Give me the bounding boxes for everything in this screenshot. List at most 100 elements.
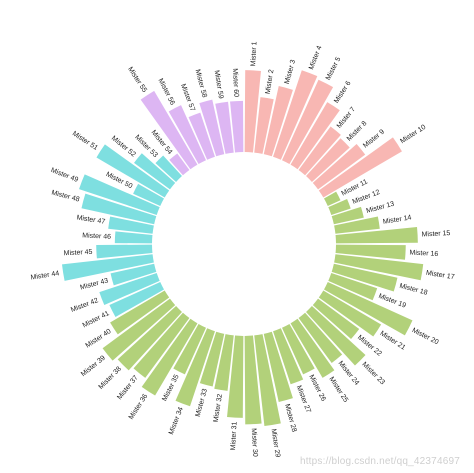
bar-label: Mister 25 — [328, 376, 350, 404]
bar-mister-22 — [312, 298, 360, 340]
bar-label: Mister 10 — [399, 124, 427, 146]
bar-label: Mister 49 — [50, 167, 79, 184]
bar-label: Mister 34 — [168, 406, 185, 435]
bar-mister-48 — [81, 193, 157, 225]
bar-mister-32 — [214, 334, 234, 391]
bar-mister-44 — [62, 254, 154, 281]
bar-mister-5 — [282, 79, 334, 165]
bar-mister-54 — [169, 153, 190, 176]
bar-label: Mister 59 — [213, 70, 224, 100]
bar-mister-2 — [254, 97, 274, 154]
bar-mister-56 — [168, 105, 206, 165]
bar-label: Mister 58 — [194, 69, 208, 99]
bar-label: Mister 39 — [80, 355, 107, 379]
bar-mister-10 — [318, 137, 402, 198]
bar-label: Mister 48 — [51, 189, 81, 203]
bar-label: Mister 44 — [30, 270, 60, 281]
bar-label: Mister 15 — [421, 230, 450, 239]
bar-mister-52 — [134, 153, 176, 190]
bar-mister-33 — [199, 331, 225, 387]
bar-mister-28 — [263, 331, 293, 402]
bar-label: Mister 32 — [213, 393, 224, 423]
bar-label: Mister 45 — [63, 249, 92, 258]
bar-label: Mister 14 — [382, 214, 412, 225]
bar-mister-38 — [117, 306, 182, 371]
bar-mister-25 — [290, 318, 335, 378]
bar-label: Mister 60 — [231, 68, 240, 97]
bar-label: Mister 41 — [82, 310, 111, 329]
bar-mister-53 — [155, 155, 182, 182]
bar-label: Mister 29 — [269, 428, 280, 458]
bar-mister-12 — [328, 198, 351, 215]
bar-mister-43 — [110, 263, 157, 286]
bar-label: Mister 4 — [308, 45, 323, 71]
bar-mister-18 — [331, 263, 398, 292]
bar-mister-40 — [110, 290, 170, 335]
bar-mister-7 — [298, 126, 341, 176]
bar-label: Mister 51 — [71, 130, 99, 152]
bar-mister-49 — [79, 174, 160, 215]
bar-mister-24 — [298, 312, 343, 363]
bar-label: Mister 5 — [325, 56, 343, 81]
bar-label: Mister 2 — [265, 69, 276, 95]
bar-label: Mister 20 — [411, 327, 440, 346]
bar-mister-8 — [306, 138, 350, 182]
bar-mister-26 — [282, 323, 315, 375]
bar-label: Mister 28 — [283, 403, 297, 433]
bar-label: Mister 33 — [195, 388, 209, 418]
bar-mister-45 — [96, 244, 153, 259]
bar-mister-20 — [323, 282, 413, 336]
bar-label: Mister 47 — [76, 214, 106, 225]
bar-mister-34 — [175, 328, 215, 407]
bar-label: Mister 6 — [333, 80, 352, 105]
bar-mister-35 — [173, 323, 206, 375]
bar-label: Mister 8 — [346, 120, 369, 143]
bar-label: Mister 26 — [307, 374, 326, 403]
bar-mister-16 — [335, 244, 406, 260]
bar-mister-23 — [306, 306, 366, 366]
bar-mister-9 — [312, 144, 366, 190]
bar-mister-58 — [199, 99, 225, 157]
bar-mister-15 — [335, 227, 418, 244]
bar-mister-29 — [254, 334, 281, 426]
bar-label: Mister 30 — [250, 428, 259, 457]
bar-mister-46 — [114, 231, 153, 244]
bar-mister-36 — [141, 318, 198, 396]
watermark-text: https://blog.csdn.net/qq_42374697 — [299, 456, 460, 467]
bar-mister-19 — [328, 273, 378, 301]
bar-label: Mister 7 — [336, 106, 357, 130]
bar-label: Mister 43 — [80, 277, 110, 291]
bar-mister-50 — [133, 183, 165, 206]
bar-label: Mister 23 — [360, 361, 385, 386]
bar-mister-11 — [323, 191, 341, 206]
bar-mister-47 — [108, 216, 154, 234]
bar-mister-37 — [133, 312, 190, 378]
bar-label: Mister 46 — [82, 232, 111, 241]
bar-label: Mister 17 — [425, 270, 455, 281]
bars-group — [62, 70, 424, 426]
bar-mister-3 — [263, 86, 293, 157]
bar-mister-6 — [290, 102, 340, 170]
bar-mister-59 — [215, 101, 234, 154]
bar-label: Mister 55 — [126, 66, 148, 94]
bar-mister-30 — [244, 335, 262, 425]
bar-label: Mister 16 — [409, 250, 438, 259]
bar-mister-14 — [334, 216, 380, 234]
bar-mister-21 — [318, 290, 382, 337]
bar-mister-41 — [109, 282, 165, 318]
bar-label: Mister 38 — [98, 365, 123, 390]
bar-label: Mister 3 — [284, 59, 297, 85]
bar-label: Mister 24 — [337, 360, 361, 387]
bar-mister-1 — [244, 70, 261, 153]
bar-label: Mister 18 — [399, 283, 429, 297]
bar-mister-60 — [230, 100, 244, 153]
bar-mister-51 — [96, 144, 170, 198]
bar-label: Mister 36 — [128, 393, 150, 421]
bar-label: Mister 13 — [366, 201, 396, 215]
bar-label: Mister 31 — [230, 421, 239, 450]
bar-mister-27 — [273, 328, 304, 385]
bar-label: Mister 12 — [352, 189, 381, 206]
bar-mister-42 — [99, 273, 160, 306]
bar-mister-4 — [273, 70, 318, 160]
